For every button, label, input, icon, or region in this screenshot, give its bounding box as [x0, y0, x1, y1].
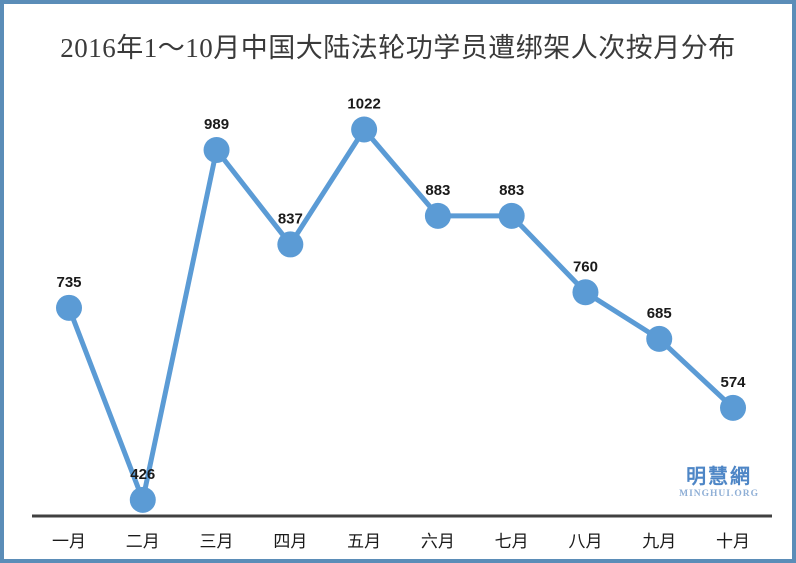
line-chart: 735 426 989 837 1022 883 883 760 685 574 一月 二月 三月 四月 五…	[32, 95, 772, 551]
data-label: 883	[499, 182, 524, 199]
x-tick-label: 一月	[52, 532, 86, 551]
x-tick-label: 七月	[495, 532, 529, 551]
chart-title: 2016年1～10月中国大陆法轮功学员遭绑架人次按月分布	[60, 33, 736, 63]
data-point-marker	[572, 279, 599, 306]
data-label: 760	[573, 258, 598, 275]
data-point-marker	[129, 486, 156, 513]
data-point-marker	[277, 231, 304, 258]
data-point-marker	[424, 202, 451, 229]
data-point-marker	[720, 394, 747, 421]
data-point-marker	[351, 116, 378, 143]
minghui-watermark: 明慧網 MINGHUI.ORG	[679, 467, 759, 500]
x-tick-label: 九月	[642, 532, 676, 551]
data-point-marker	[203, 136, 230, 163]
data-label: 685	[647, 305, 672, 322]
x-tick-label: 二月	[126, 532, 160, 551]
x-tick-label: 四月	[273, 532, 307, 551]
data-point-marker	[56, 294, 82, 321]
x-tick-label: 十月	[716, 532, 750, 551]
data-point-marker	[646, 325, 673, 352]
data-point-marker	[498, 202, 525, 229]
data-label: 426	[130, 466, 155, 483]
data-label: 837	[278, 210, 303, 227]
x-tick-label: 六月	[421, 532, 455, 551]
x-tick-label: 五月	[347, 532, 381, 551]
minghui-site-label: MINGHUI.ORG	[679, 489, 759, 499]
data-label: 735	[56, 274, 81, 291]
data-label: 574	[721, 374, 747, 391]
data-label: 1022	[347, 95, 380, 112]
minghui-logo: 明慧網	[686, 466, 753, 488]
x-tick-label: 八月	[568, 532, 602, 551]
data-label: 989	[204, 116, 229, 133]
series-line	[66, 126, 736, 503]
x-tick-label: 三月	[200, 532, 234, 551]
data-label: 883	[425, 182, 450, 199]
